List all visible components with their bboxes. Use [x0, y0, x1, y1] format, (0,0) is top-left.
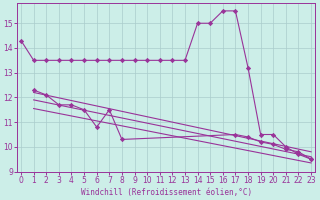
X-axis label: Windchill (Refroidissement éolien,°C): Windchill (Refroidissement éolien,°C): [81, 188, 252, 197]
